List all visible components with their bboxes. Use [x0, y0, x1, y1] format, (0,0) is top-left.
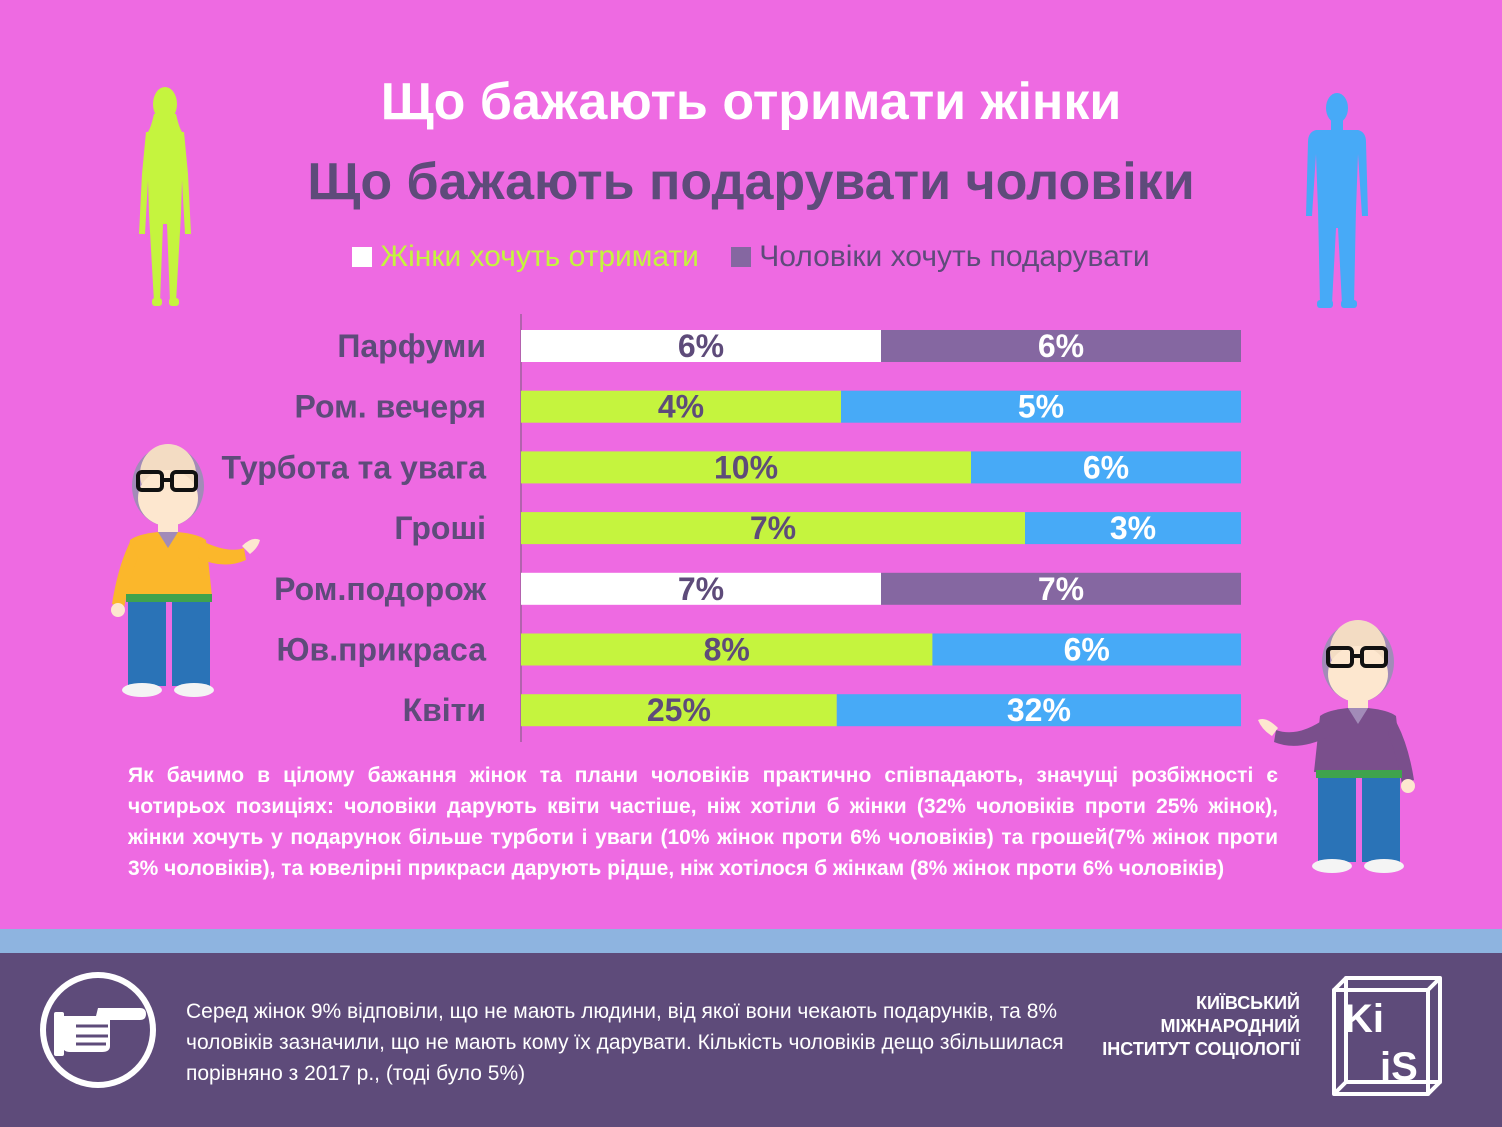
professor-character-left	[111, 444, 260, 697]
legend-label-men: Чоловіки хочуть подарувати	[759, 240, 1150, 273]
bar-women	[521, 512, 1025, 545]
divider-stripe	[0, 929, 1502, 953]
stacked-bar-chart: Парфуми 6% 6% Ром. вечеря 4% 5% Турбота та ува…	[222, 314, 1241, 742]
bar-women	[521, 694, 837, 727]
organization-name-line: МІЖНАРОДНИЙ	[1160, 1016, 1301, 1036]
data-label-men: 32%	[1007, 692, 1071, 728]
category-label: Юв.прикраса	[277, 632, 487, 668]
chart-title: Що бажають отримати жінки	[380, 73, 1122, 131]
bar-men	[881, 572, 1241, 605]
category-label: Турбота та увага	[222, 449, 487, 485]
category-label: Парфуми	[337, 328, 486, 364]
logo-text-top: Ki	[1344, 997, 1384, 1041]
analysis-paragraph: Як бачимо в цілому бажання жінок та план…	[128, 764, 1278, 880]
man-silhouette-icon	[1306, 93, 1368, 308]
data-label-men: 3%	[1110, 510, 1156, 546]
category-label: Квіти	[403, 692, 486, 728]
bar-men	[932, 633, 1241, 666]
legend-swatch-men	[731, 247, 752, 267]
legend-label-women: Жінки хочуть отримати	[380, 240, 699, 273]
data-label-women: 4%	[658, 389, 704, 425]
logo-text-bottom: iS	[1380, 1045, 1418, 1089]
bar-women	[521, 451, 971, 484]
data-label-women: 10%	[714, 449, 778, 485]
legend-item-men: Чоловіки хочуть подарувати	[731, 240, 1150, 274]
data-label-men: 6%	[1083, 449, 1129, 485]
organization-name: КИЇВСЬКИЙ МІЖНАРОДНИЙ ІНСТИТУТ СОЦІОЛОГІ…	[1080, 992, 1300, 1061]
bar-men	[841, 390, 1241, 423]
data-label-men: 6%	[1038, 328, 1084, 364]
kiis-logo-icon: Ki iS	[1332, 976, 1442, 1096]
woman-silhouette-icon	[139, 87, 191, 306]
bar-women	[521, 390, 841, 423]
data-label-men: 7%	[1038, 571, 1084, 607]
legend-item-women: Жінки хочуть отримати	[352, 240, 699, 274]
footer-note: Серед жінок 9% відповіли, що не мають лю…	[186, 1000, 1064, 1085]
bar-men	[1025, 512, 1241, 545]
category-label: Ром.подорож	[274, 571, 486, 607]
bar-women	[521, 572, 881, 605]
legend-swatch-women	[352, 247, 373, 267]
category-label: Гроші	[394, 510, 486, 546]
category-label: Ром. вечеря	[294, 389, 486, 425]
data-label-women: 8%	[704, 632, 750, 668]
bar-women	[521, 330, 881, 362]
data-label-women: 7%	[678, 571, 724, 607]
data-label-women: 6%	[678, 328, 724, 364]
bar-women	[521, 633, 933, 666]
pointing-hand-icon	[40, 972, 156, 1088]
bar-men	[836, 694, 1241, 727]
data-label-women: 25%	[647, 692, 711, 728]
organization-name-line: КИЇВСЬКИЙ	[1195, 993, 1300, 1013]
data-label-men: 6%	[1064, 632, 1110, 668]
bar-men	[971, 451, 1241, 484]
chart-legend: Жінки хочуть отримати Чоловіки хочуть по…	[0, 240, 1502, 275]
data-label-men: 5%	[1018, 389, 1064, 425]
data-label-women: 7%	[750, 510, 796, 546]
chart-subtitle: Що бажають подарувати чоловіки	[307, 153, 1195, 211]
professor-character-right	[1258, 620, 1415, 873]
bar-men	[881, 330, 1241, 362]
organization-name-line: ІНСТИТУТ СОЦІОЛОГІЇ	[1102, 1039, 1300, 1059]
footer-background	[0, 953, 1502, 1127]
